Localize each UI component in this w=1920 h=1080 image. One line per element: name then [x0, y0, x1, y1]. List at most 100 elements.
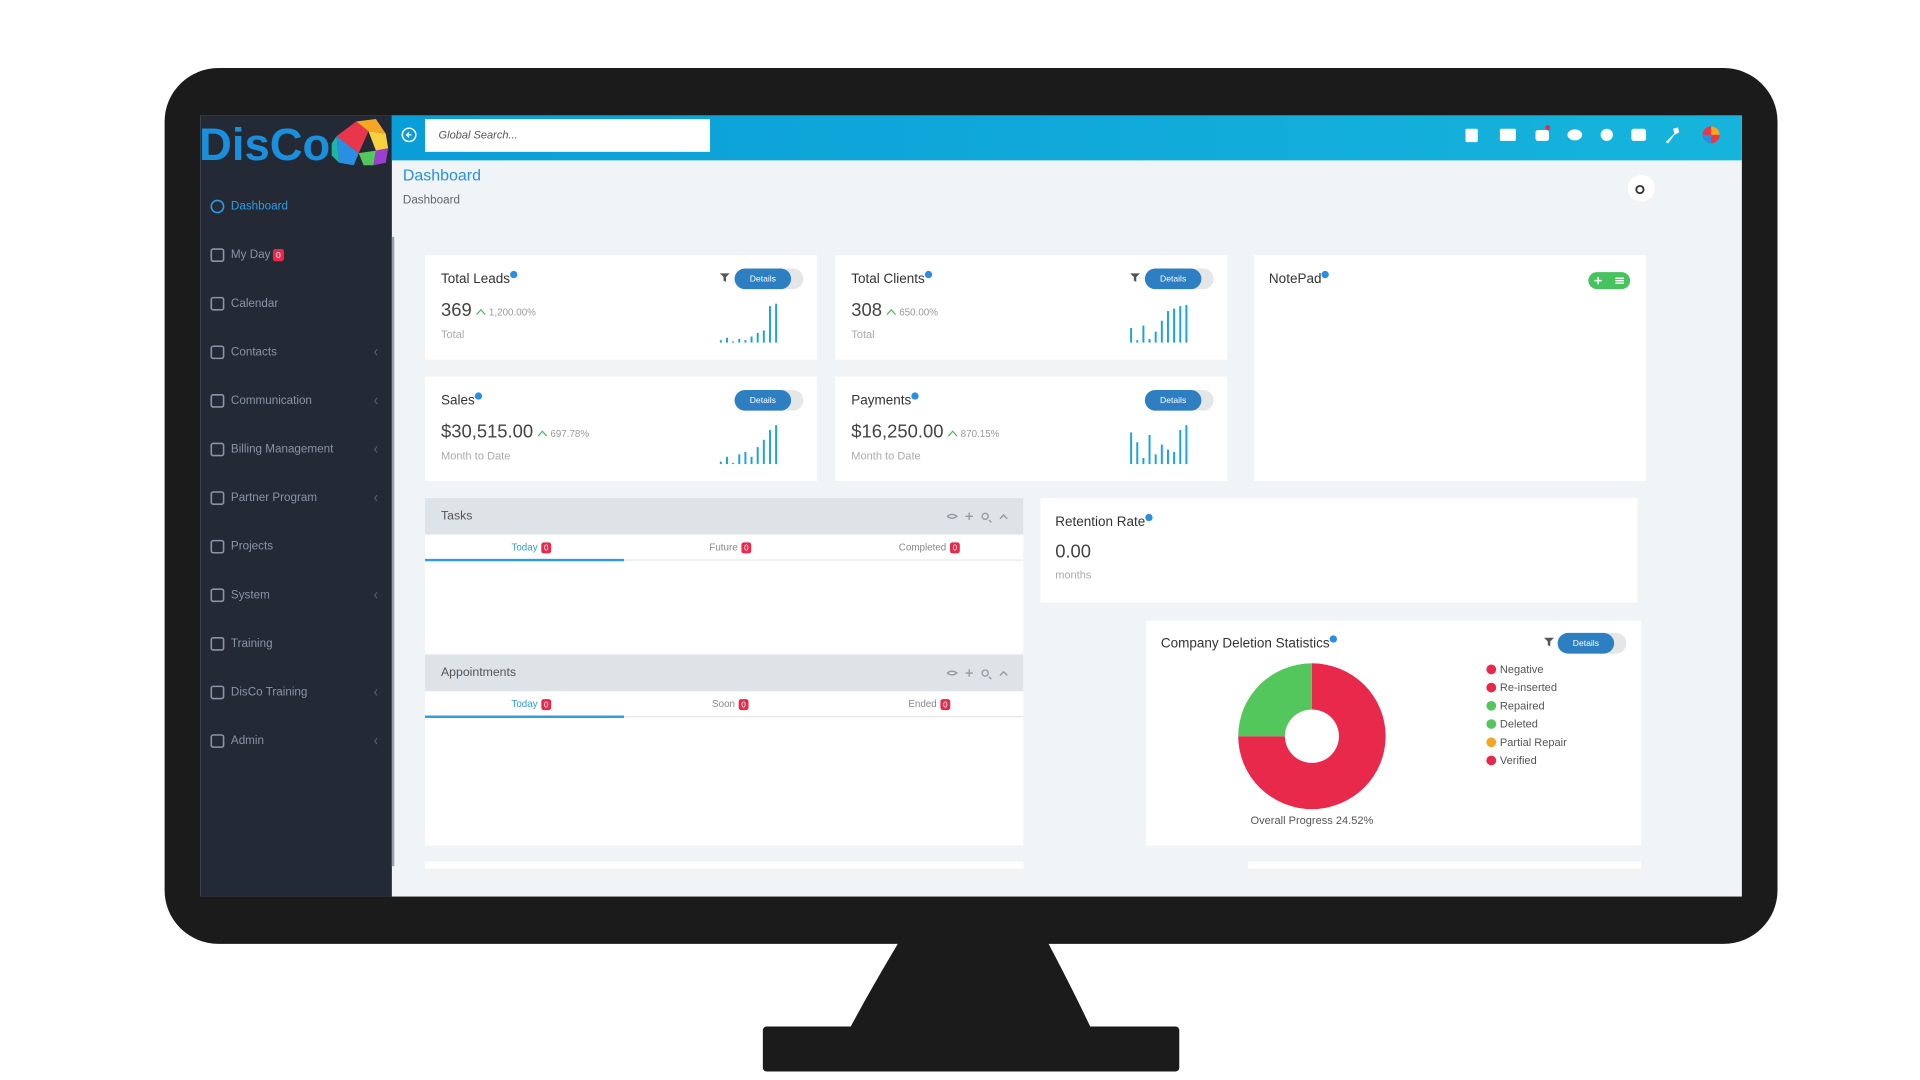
panel-tools[interactable] — [981, 512, 989, 521]
retention-value: 0.00 — [1055, 541, 1091, 562]
notepad-card — [1254, 255, 1647, 482]
tab[interactable]: Ended — [908, 699, 936, 710]
spark-bar — [1179, 430, 1182, 465]
badge — [541, 542, 552, 554]
panel-tools[interactable] — [946, 669, 1008, 680]
notepad-title: NotePad — [1269, 271, 1322, 286]
sidebar-icon — [210, 248, 225, 262]
tab[interactable]: Today — [511, 699, 537, 710]
badge — [272, 249, 284, 262]
info-icon — [1329, 635, 1338, 643]
spark-bar — [719, 340, 722, 343]
settings-icon — [1635, 184, 1645, 195]
deletion-footer: Overall Progress 24.52% — [1251, 815, 1374, 827]
details-button[interactable] — [734, 389, 792, 411]
info-icon — [1321, 270, 1329, 279]
info-icon — [1145, 513, 1153, 522]
stat-title: Payments — [851, 392, 911, 407]
spark-bar — [1148, 434, 1151, 465]
spark-bar — [1173, 308, 1176, 343]
panel-tools[interactable] — [946, 512, 1008, 523]
search-placeholder: Global Search... — [439, 129, 518, 141]
details-label: Details — [750, 273, 776, 283]
sidebar-item[interactable]: System — [231, 588, 270, 601]
back-button[interactable] — [401, 127, 417, 143]
sidebar-item[interactable]: Contacts — [231, 345, 277, 358]
stat-title: Sales — [441, 392, 475, 407]
retention-caption: months — [1055, 570, 1092, 582]
filter-icon[interactable] — [719, 273, 730, 282]
notepad-add-button[interactable] — [1588, 272, 1631, 290]
sidebar-item[interactable]: Projects — [231, 540, 273, 553]
breadcrumb: Dashboard — [403, 194, 460, 207]
spark-bar — [1136, 442, 1139, 465]
monitor-neck — [850, 935, 1091, 1028]
spark-bar — [756, 332, 759, 343]
sidebar-item[interactable]: Dashboard — [231, 200, 288, 213]
sidebar-icon — [210, 296, 225, 311]
details-label: Details — [1573, 638, 1599, 648]
search-box[interactable] — [425, 119, 711, 152]
settings-button[interactable] — [1627, 174, 1655, 202]
spark-bar — [738, 338, 741, 343]
sidebar-item[interactable]: Admin — [231, 734, 264, 747]
spark-bar — [1148, 338, 1151, 343]
spark-bar — [1154, 454, 1157, 465]
info-icon — [474, 392, 483, 400]
submenu-chevron — [374, 737, 378, 745]
spark-bar — [775, 425, 778, 465]
sidebar-item[interactable]: Training — [231, 637, 273, 650]
notepad-button-icons — [1594, 276, 1624, 285]
details-button[interactable] — [1144, 389, 1202, 411]
spark-bar — [1142, 325, 1145, 343]
retention-card — [1040, 498, 1638, 603]
back-arrow — [405, 131, 412, 138]
monitor-base — [762, 1026, 1180, 1072]
tab[interactable]: Future — [709, 543, 737, 554]
sidebar-item[interactable]: Partner Program — [231, 491, 317, 504]
stat-value: 308 — [851, 299, 882, 320]
spark-bar — [744, 340, 747, 343]
sidebar-icon — [210, 199, 225, 214]
panel-tools[interactable] — [981, 669, 989, 677]
submenu-chevron — [374, 591, 378, 599]
trend-arrow — [947, 430, 958, 437]
stat-title: Total Clients — [851, 271, 925, 286]
sidebar-item[interactable]: DisCo Training — [231, 686, 307, 699]
details-button[interactable] — [1557, 632, 1615, 654]
filter-icon[interactable] — [1544, 637, 1554, 647]
sidebar-item[interactable]: Calendar — [231, 297, 278, 310]
spark-bar — [768, 430, 771, 465]
page-title: Dashboard — [403, 167, 481, 184]
donut-segment — [1238, 663, 1386, 810]
stat-title: Total Leads — [441, 271, 510, 286]
details-button[interactable] — [1144, 268, 1202, 290]
badge — [940, 699, 951, 711]
spark-bar — [762, 439, 765, 465]
sidebar-item[interactable]: My Day — [231, 248, 271, 261]
spark-bar — [1142, 457, 1145, 465]
spark-bar — [744, 451, 747, 465]
spark-bar — [756, 447, 759, 465]
sidebar-icon — [210, 345, 225, 360]
sidebar-item[interactable]: Billing Management — [231, 443, 334, 456]
tab[interactable]: Soon — [712, 699, 735, 710]
filter-icon[interactable] — [1130, 273, 1140, 282]
tab[interactable]: Today — [511, 543, 537, 554]
badge-count: 0 — [544, 544, 549, 553]
sidebar-edge — [391, 236, 395, 867]
panel-header — [425, 654, 1024, 692]
panel-title: Appointments — [441, 665, 516, 679]
user-avatar[interactable] — [1702, 126, 1720, 144]
submenu-chevron — [374, 397, 378, 405]
tab[interactable]: Completed — [899, 543, 946, 554]
toolbar-icons[interactable] — [1465, 125, 1680, 144]
details-button[interactable] — [734, 268, 792, 290]
legend-label: Repaired — [1500, 700, 1545, 712]
stat-caption: Total — [851, 329, 874, 341]
sidebar-item[interactable]: Communication — [231, 394, 312, 407]
submenu-chevron — [374, 348, 378, 356]
spark-bar — [1185, 425, 1188, 465]
legend-label: Partial Repair — [1500, 737, 1567, 749]
